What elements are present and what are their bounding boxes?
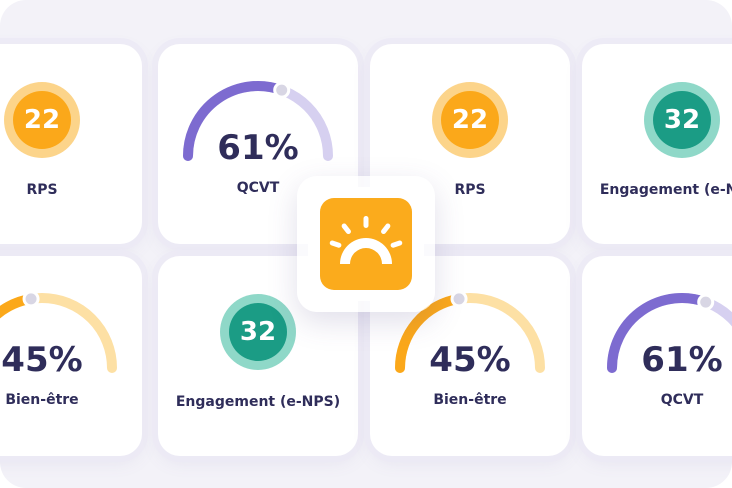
metric-card-engagement[interactable]: 32 Engagement (e-NPS) [582, 44, 732, 244]
score-value: 22 [13, 91, 71, 149]
score-ring: 22 [4, 82, 80, 158]
gauge-fill [395, 293, 465, 373]
metric-label: QCVT [236, 180, 280, 196]
score-ring: 22 [432, 82, 508, 158]
gauge-fill [607, 293, 711, 373]
gauge-value: 61% [641, 340, 723, 380]
gauge-track [0, 293, 117, 373]
sunrise-icon [329, 216, 403, 264]
metric-label: Engagement (e-NPS) [599, 182, 732, 198]
gauge-fill [0, 293, 37, 319]
gauge-knob [697, 293, 715, 311]
score-value: 32 [229, 303, 287, 361]
gauge-chart [0, 290, 117, 373]
metric-card-bien-etre[interactable]: 45% Bien-être [0, 256, 142, 456]
score-value: 32 [653, 91, 711, 149]
gauge-chart [607, 293, 732, 373]
metric-card-rps[interactable]: 22 RPS [0, 44, 142, 244]
gauge-knob [22, 290, 40, 308]
metric-label: Bien-être [433, 392, 507, 408]
metric-label: Engagement (e-NPS) [175, 394, 341, 410]
metric-card-qcvt[interactable]: 61% QCVT [582, 256, 732, 456]
metric-card-qcvt[interactable]: 61% QCVT [158, 44, 358, 244]
gauge-chart [395, 290, 545, 373]
logo [320, 198, 412, 290]
metric-label: Bien-être [5, 392, 79, 408]
gauge-value: 61% [217, 128, 299, 168]
metric-card-bien-etre[interactable]: 45% Bien-être [370, 256, 570, 456]
gauge-fill [183, 81, 287, 161]
gauge-value: 45% [1, 340, 83, 380]
gauge-value: 45% [429, 340, 511, 380]
metric-label: QCVT [660, 392, 704, 408]
score-ring: 32 [644, 82, 720, 158]
metric-label: RPS [26, 182, 58, 198]
gauge-knob [450, 290, 468, 308]
metric-label: RPS [454, 182, 486, 198]
score-value: 22 [441, 91, 499, 149]
score-ring: 32 [220, 294, 296, 370]
gauge-chart [183, 81, 333, 161]
gauge-knob [273, 81, 291, 99]
logo-tile [297, 176, 435, 312]
